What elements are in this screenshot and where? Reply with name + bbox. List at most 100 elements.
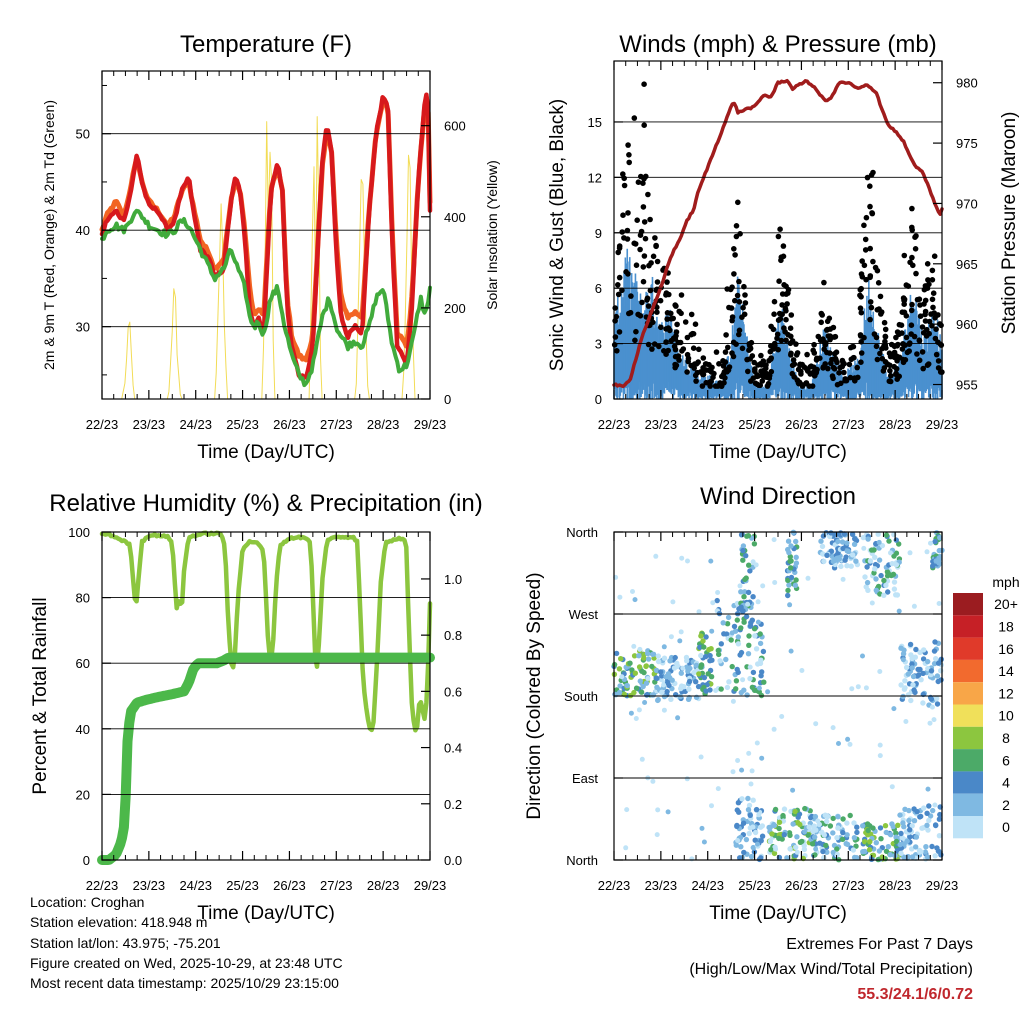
- direction-point: [747, 623, 754, 629]
- gust-point: [733, 233, 740, 240]
- direction-point: [655, 807, 661, 813]
- gust-point: [851, 375, 858, 381]
- direction-point: [715, 647, 721, 654]
- y2-tick-label: 0: [444, 392, 451, 407]
- gust-point: [787, 325, 794, 332]
- direction-point: [923, 844, 929, 850]
- direction-point: [636, 664, 643, 670]
- direction-point: [910, 673, 917, 680]
- winds-x-ticks: 22/23 23/23 24/23 25/23 26/23 27/23 28/23 29/23: [598, 61, 958, 432]
- gust-point: [834, 359, 840, 366]
- relative-humidity-line: [99, 530, 433, 733]
- direction-point: [733, 842, 739, 848]
- gust-point: [783, 291, 789, 297]
- direction-point: [935, 660, 942, 666]
- direction-point: [924, 822, 930, 828]
- gust-point: [799, 383, 806, 389]
- gust-point: [702, 361, 709, 367]
- direction-point: [793, 577, 799, 583]
- direction-point: [655, 658, 662, 665]
- gust-point: [922, 318, 929, 324]
- direction-point: [830, 559, 836, 564]
- direction-point: [747, 812, 753, 818]
- gust-point: [616, 274, 623, 281]
- gust-point: [619, 287, 625, 294]
- gust-point: [931, 253, 938, 259]
- direction-point: [918, 849, 924, 855]
- colorbar-label: 12: [998, 685, 1014, 701]
- gust-point: [831, 366, 838, 372]
- gust-point: [909, 301, 915, 308]
- direction-point: [623, 845, 629, 851]
- x-tick-label: 29/23: [414, 417, 447, 432]
- direction-point: [640, 683, 646, 690]
- gust-point: [688, 362, 694, 369]
- direction-point: [928, 696, 935, 702]
- direction-point: [840, 829, 846, 836]
- gust-point: [878, 309, 885, 315]
- direction-point: [708, 674, 715, 680]
- direction-point: [787, 832, 793, 838]
- gust-point: [616, 245, 623, 251]
- direction-point: [870, 825, 876, 831]
- x-tick-label: 23/23: [133, 417, 166, 432]
- gust-point: [674, 321, 680, 328]
- direction-point: [909, 854, 916, 860]
- direction-point: [708, 558, 714, 564]
- direction-point: [624, 682, 630, 689]
- gust-point: [886, 378, 893, 385]
- gust-point: [922, 311, 928, 318]
- gust-point: [857, 332, 864, 338]
- direction-point: [936, 816, 943, 822]
- direction-point: [735, 669, 741, 676]
- x-tick-label: 22/23: [86, 417, 119, 432]
- direction-point: [835, 538, 841, 545]
- direction-point: [738, 589, 744, 595]
- gust-point: [615, 282, 621, 288]
- direction-point: [788, 558, 794, 564]
- gust-point: [788, 312, 795, 318]
- direction-point: [738, 689, 744, 696]
- gust-point: [833, 349, 840, 356]
- y-tick-label: 15: [588, 115, 602, 130]
- direction-point: [898, 830, 904, 837]
- direction-point: [632, 597, 638, 603]
- direction-x-ticks: 22/23 23/23 24/23 25/23 26/23 27/23 28/23 29/23: [598, 532, 958, 893]
- direction-point: [658, 669, 664, 675]
- x-tick-label: 28/23: [879, 878, 912, 893]
- direction-point: [938, 656, 944, 662]
- direction-point: [666, 682, 672, 689]
- direction-point: [771, 850, 778, 857]
- direction-point: [860, 653, 865, 659]
- gust-point: [820, 336, 826, 342]
- colorbar-label: 18: [998, 618, 1014, 634]
- gust-point: [673, 329, 680, 335]
- colorbar-label: 10: [998, 708, 1014, 724]
- direction-point: [709, 803, 714, 809]
- direction-point: [739, 796, 745, 802]
- gust-point: [903, 313, 910, 319]
- y2-tick-label: 0.8: [444, 628, 462, 643]
- gust-point: [665, 347, 671, 354]
- direction-point: [733, 686, 739, 692]
- direction-point: [854, 829, 860, 836]
- y-tick-label: 20: [76, 787, 90, 802]
- direction-point: [911, 806, 917, 812]
- gust-point: [723, 332, 729, 338]
- direction-point: [684, 658, 690, 664]
- direction-point: [698, 754, 704, 760]
- gust-point: [872, 264, 879, 271]
- extremes-title: Extremes For Past 7 Days: [786, 936, 973, 953]
- direction-point: [636, 707, 642, 713]
- direction-point: [821, 832, 827, 838]
- direction-point: [890, 823, 896, 830]
- direction-point: [924, 549, 930, 555]
- direction-point: [637, 678, 643, 684]
- direction-point: [703, 634, 709, 640]
- direction-point: [902, 678, 908, 684]
- direction-point: [661, 655, 668, 661]
- direction-point: [746, 830, 752, 837]
- direction-point: [835, 825, 841, 831]
- gust-point: [624, 236, 631, 242]
- y-tick-label: 0: [83, 853, 90, 868]
